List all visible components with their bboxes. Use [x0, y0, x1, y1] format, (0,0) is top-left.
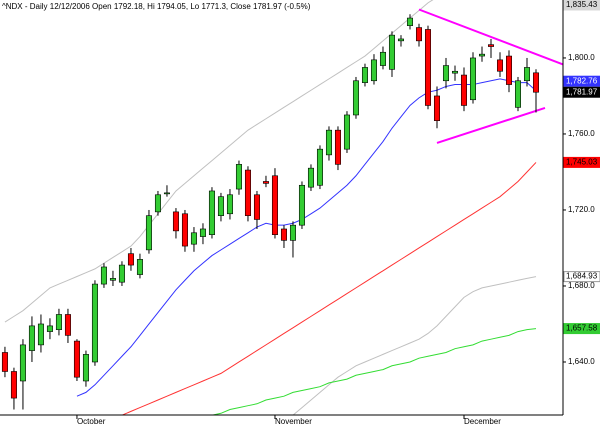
candle-body	[316, 148, 323, 186]
value-marker-label: 1,782.76	[566, 76, 598, 85]
candle-body	[442, 65, 449, 82]
candle-body	[181, 213, 188, 247]
value-marker	[563, 271, 600, 283]
candle-body	[532, 72, 539, 93]
candle-body	[433, 95, 440, 121]
candle-body	[514, 80, 521, 108]
candle-body	[1, 352, 8, 372]
candle-body	[487, 44, 494, 47]
y-tick-label: 1,680.0	[568, 281, 595, 290]
candle-body	[478, 53, 485, 57]
candle-body	[46, 325, 53, 332]
value-marker	[563, 86, 600, 98]
value-marker-label: 1,684.93	[566, 272, 598, 281]
candle-body	[145, 215, 152, 251]
candle-body	[424, 29, 431, 106]
candle-body	[460, 74, 467, 106]
candle-body	[343, 114, 350, 150]
candle-body	[415, 27, 422, 42]
y-tick-label: 1,800.0	[568, 53, 595, 62]
candle-body	[163, 192, 170, 195]
value-marker	[563, 156, 600, 168]
value-marker	[563, 75, 600, 87]
candle-body	[388, 34, 395, 70]
trendline	[436, 106, 546, 144]
candle-body	[10, 371, 17, 399]
candle-body	[235, 164, 242, 190]
candle-body	[289, 224, 296, 241]
candle-body	[109, 278, 116, 281]
candle-body	[244, 169, 251, 216]
indicator-line	[76, 78, 537, 397]
candle-body	[55, 314, 62, 330]
candle-body	[397, 38, 404, 42]
candle-body	[496, 59, 503, 72]
candle-body	[118, 264, 125, 283]
y-tick-label: 1,640.0	[568, 357, 595, 366]
candle-body	[82, 354, 89, 382]
candle-body	[325, 129, 332, 156]
trendline	[418, 8, 563, 66]
candle-body	[334, 129, 341, 165]
indicator-line	[211, 328, 537, 415]
candle-body	[352, 80, 359, 116]
candle-body	[217, 196, 224, 216]
candle-body	[73, 340, 80, 378]
candle-body	[226, 194, 233, 215]
candle-body	[451, 70, 458, 74]
candle-body	[262, 181, 269, 184]
value-marker-label: 1,781.97	[566, 87, 598, 96]
candle-body	[91, 283, 98, 363]
candle-body	[136, 259, 143, 275]
value-marker-label: 1,835.43	[566, 0, 598, 9]
plot-area	[1, 0, 563, 415]
candle-body	[370, 59, 377, 82]
candle-body	[100, 266, 107, 285]
candle-body	[379, 51, 386, 66]
candle-body	[505, 55, 512, 85]
candle-body	[28, 325, 35, 351]
y-tick-label: 1,720.0	[568, 205, 595, 214]
candle-body	[208, 190, 215, 235]
value-marker	[563, 323, 600, 335]
indicator-line	[292, 276, 537, 415]
candle-body	[64, 314, 71, 336]
candle-body	[406, 17, 413, 26]
value-marker-label: 1,745.03	[566, 158, 598, 167]
candle-body	[190, 232, 197, 245]
candle-body	[298, 184, 305, 226]
candle-body	[253, 194, 260, 220]
candle-body	[19, 344, 26, 382]
candle-body	[127, 253, 134, 266]
indicator-line	[121, 162, 537, 415]
chart-title: ^NDX - Daily 12/12/2006 Open 1792.18, Hi…	[2, 2, 311, 11]
candle-body	[172, 211, 179, 232]
candle-body	[154, 194, 161, 213]
candle-body	[361, 67, 368, 83]
x-tick-label: November	[275, 417, 312, 426]
value-marker-label: 1,657.58	[566, 324, 598, 333]
candle-body	[523, 67, 530, 82]
candle-body	[307, 167, 314, 188]
candle-body	[199, 228, 206, 237]
candle-body	[271, 175, 278, 235]
y-tick-label: 1,760.0	[568, 129, 595, 138]
x-tick-label: October	[77, 417, 106, 426]
candle-body	[469, 57, 476, 101]
x-tick-label: December	[464, 417, 501, 426]
value-marker	[563, 0, 600, 11]
candle-body	[280, 228, 287, 241]
indicator-line	[4, 0, 434, 323]
candle-body	[37, 323, 44, 346]
